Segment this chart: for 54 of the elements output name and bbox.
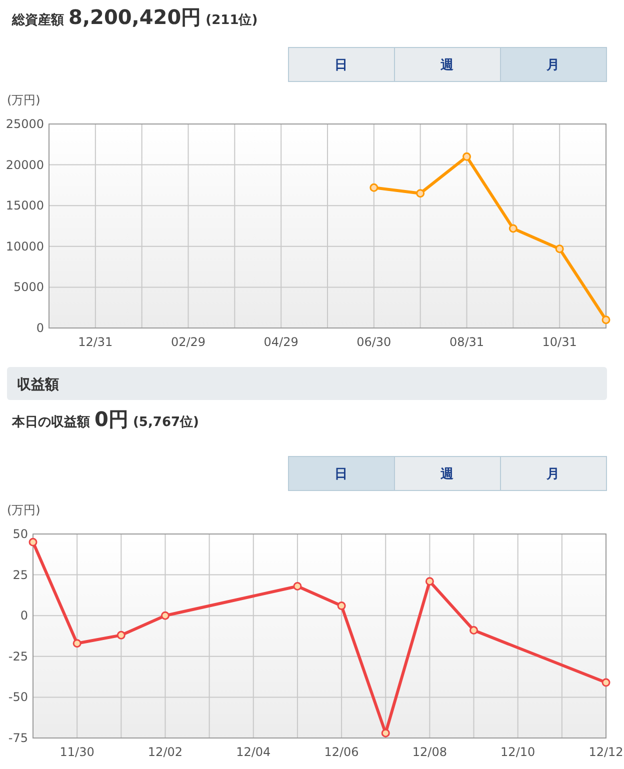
- text: 週: [440, 58, 454, 73]
- text: 月: [546, 467, 560, 482]
- text: 日: [334, 58, 348, 73]
- point: [602, 316, 610, 324]
- x-tick-label: 08/31: [449, 335, 484, 349]
- text: 月: [546, 58, 560, 73]
- y-tick-label: -50: [8, 690, 28, 704]
- chart-title: 本日の収益額: [11, 414, 95, 430]
- y-tick-label: 0: [36, 321, 44, 335]
- chart-subtitle: 8,200,420円 (211位): [68, 5, 258, 29]
- y-tick-label: 25: [12, 568, 28, 582]
- x-tick-label: 12/10: [500, 745, 536, 759]
- point: [425, 577, 434, 586]
- x-tick-label: 02/29: [170, 335, 206, 349]
- point: [116, 630, 126, 640]
- y-tick-label: 0: [20, 608, 28, 623]
- y-tick-label: 25000: [6, 117, 44, 131]
- x-tick-label: 10/31: [542, 335, 577, 349]
- y-tick-label: 20000: [6, 158, 44, 172]
- point: [381, 728, 390, 738]
- x-tick-label: 11/30: [60, 745, 94, 759]
- x-tick-label: 04/29: [264, 335, 298, 349]
- point: [160, 611, 170, 620]
- text: 週: [440, 467, 454, 482]
- x-tick-label: 12/04: [236, 745, 271, 759]
- chart-title: 総資産額: [11, 12, 69, 28]
- x-tick-label: 06/30: [356, 335, 392, 349]
- chart-subtitle: 0円 (5,767位): [94, 407, 199, 431]
- point: [28, 538, 38, 546]
- y-tick-label: -25: [8, 649, 28, 664]
- y-tick-label: 10000: [6, 239, 44, 254]
- y-axis-title: (万円): [7, 93, 40, 107]
- y-tick-label: 15000: [6, 198, 44, 213]
- text: 日: [334, 467, 348, 482]
- text: 収益額: [17, 376, 59, 393]
- point: [470, 626, 478, 635]
- point: [555, 244, 564, 254]
- x-tick-label: 12/12: [588, 745, 624, 759]
- point: [602, 678, 610, 687]
- y-tick-label: -75: [8, 731, 28, 745]
- y-axis-title: (万円): [7, 503, 40, 517]
- point: [462, 152, 471, 161]
- x-tick-label: 12/02: [148, 745, 183, 759]
- y-tick-label: 5000: [13, 280, 44, 294]
- x-tick-label: 12/31: [78, 335, 113, 349]
- y-tick-label: 50: [12, 527, 28, 541]
- point: [337, 602, 346, 610]
- point: [293, 582, 302, 590]
- x-tick-label: 12/06: [324, 745, 359, 759]
- point: [72, 639, 82, 648]
- point: [416, 189, 425, 198]
- point: [508, 224, 518, 233]
- point: [370, 183, 378, 192]
- x-tick-label: 12/08: [412, 745, 447, 759]
